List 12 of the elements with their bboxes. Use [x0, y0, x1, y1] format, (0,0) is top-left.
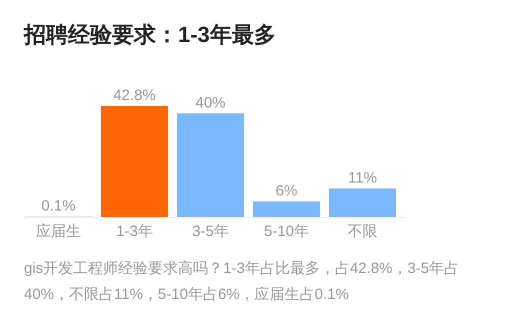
text: gis开发工程师经验要求高吗？1-3年占比最多，占42.8%，3-5年占40%，不限占11%，5-10年占6%，应届生占0.1% [24, 259, 460, 305]
data-label: 40% [195, 94, 226, 112]
data-label: 11% [348, 169, 377, 186]
x-tick-label: 5-10年 [264, 223, 310, 240]
data-label: 6% [276, 182, 298, 200]
x-tick-label: 3-5年 [192, 223, 229, 240]
x-tick-label: 1-3年 [116, 223, 153, 240]
x-tick-label: 不限 [348, 223, 378, 240]
data-label: 0.1% [41, 198, 76, 215]
chart-title: 招聘经验要求：1-3年最多 [24, 21, 276, 49]
x-tick-label: 应届生 [36, 223, 81, 240]
data-label: 42.8% [113, 87, 156, 104]
